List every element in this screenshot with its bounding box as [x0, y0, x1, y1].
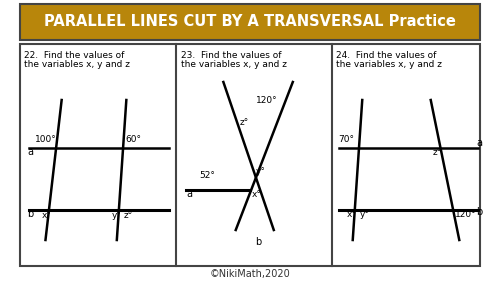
Text: 23.  Find the values of: 23. Find the values of: [180, 51, 281, 60]
Text: x°: x°: [42, 211, 51, 220]
Text: y°: y°: [256, 167, 266, 176]
Text: 22.  Find the values of: 22. Find the values of: [24, 51, 124, 60]
Text: x°: x°: [252, 190, 262, 199]
FancyBboxPatch shape: [20, 44, 480, 266]
Text: the variables x, y and z: the variables x, y and z: [336, 60, 442, 69]
FancyBboxPatch shape: [20, 4, 480, 40]
Text: PARALLEL LINES CUT BY A TRANSVERSAL Practice: PARALLEL LINES CUT BY A TRANSVERSAL Prac…: [44, 15, 456, 30]
Text: 120°: 120°: [256, 96, 278, 105]
Text: 100°: 100°: [35, 135, 57, 144]
Text: z°: z°: [124, 211, 133, 220]
Text: the variables x, y and z: the variables x, y and z: [180, 60, 286, 69]
Text: 24.  Find the values of: 24. Find the values of: [336, 51, 436, 60]
Text: b: b: [476, 207, 482, 217]
Text: b: b: [28, 209, 34, 219]
Text: a: a: [476, 138, 482, 148]
Text: 120°: 120°: [455, 210, 476, 219]
Text: y°: y°: [360, 210, 370, 219]
Text: a: a: [186, 189, 192, 199]
Text: ©NikiMath,2020: ©NikiMath,2020: [210, 269, 290, 279]
Text: 52°: 52°: [200, 171, 216, 180]
Text: the variables x, y and z: the variables x, y and z: [24, 60, 130, 69]
Text: z°: z°: [433, 148, 442, 157]
Text: x°: x°: [347, 210, 357, 219]
Text: y°: y°: [112, 211, 121, 220]
Text: a: a: [28, 147, 34, 157]
Text: 60°: 60°: [125, 135, 141, 144]
Text: b: b: [255, 237, 261, 247]
Text: z°: z°: [240, 118, 249, 127]
Text: 70°: 70°: [338, 135, 354, 144]
